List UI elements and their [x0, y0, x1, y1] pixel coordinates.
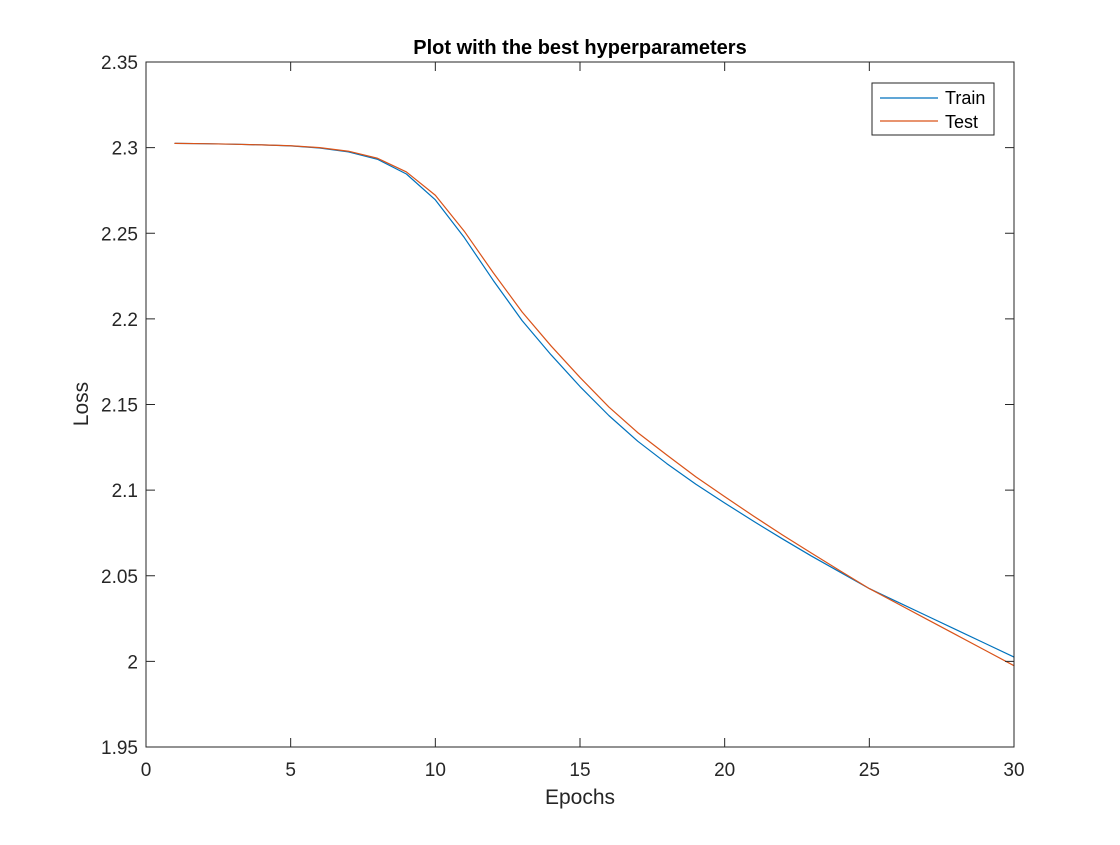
y-tick-label: 2.25: [101, 224, 138, 245]
y-tick-label: 2.1: [112, 481, 138, 502]
y-tick-label: 1.95: [101, 738, 138, 759]
y-tick-label: 2.2: [112, 310, 138, 331]
legend: Train Test: [871, 82, 995, 136]
x-tick-label: 5: [285, 760, 296, 781]
y-tick-label: 2.3: [112, 139, 138, 160]
x-tick-label: 25: [859, 760, 880, 781]
x-tick-label: 20: [714, 760, 735, 781]
y-tick-label: 2.35: [101, 53, 138, 74]
x-tick-label: 15: [569, 760, 590, 781]
legend-box: [871, 82, 995, 136]
y-tick-label: 2.15: [101, 396, 138, 417]
tick-layer: 0 5 10 15 20 25 30 1.95 2 2.05 2.1 2.15 2.2 2.25 2.3 2.…: [101, 53, 1025, 781]
y-axis-label: Loss: [70, 382, 93, 426]
x-tick-label: 30: [1003, 760, 1024, 781]
legend-label-train: Train: [945, 88, 985, 108]
chart-title: Plot with the best hyperparameters: [413, 37, 746, 59]
y-tick-label: 2.05: [101, 567, 138, 588]
x-tick-label: 10: [425, 760, 446, 781]
x-tick-label: 0: [141, 760, 152, 781]
y-tick-label: 2: [127, 652, 138, 673]
series-line-test: [174, 142, 1015, 667]
plot-area: [146, 62, 1014, 747]
legend-label-test: Test: [945, 112, 978, 132]
x-axis-label: Epochs: [545, 786, 615, 809]
series-layer: [174, 142, 1015, 667]
